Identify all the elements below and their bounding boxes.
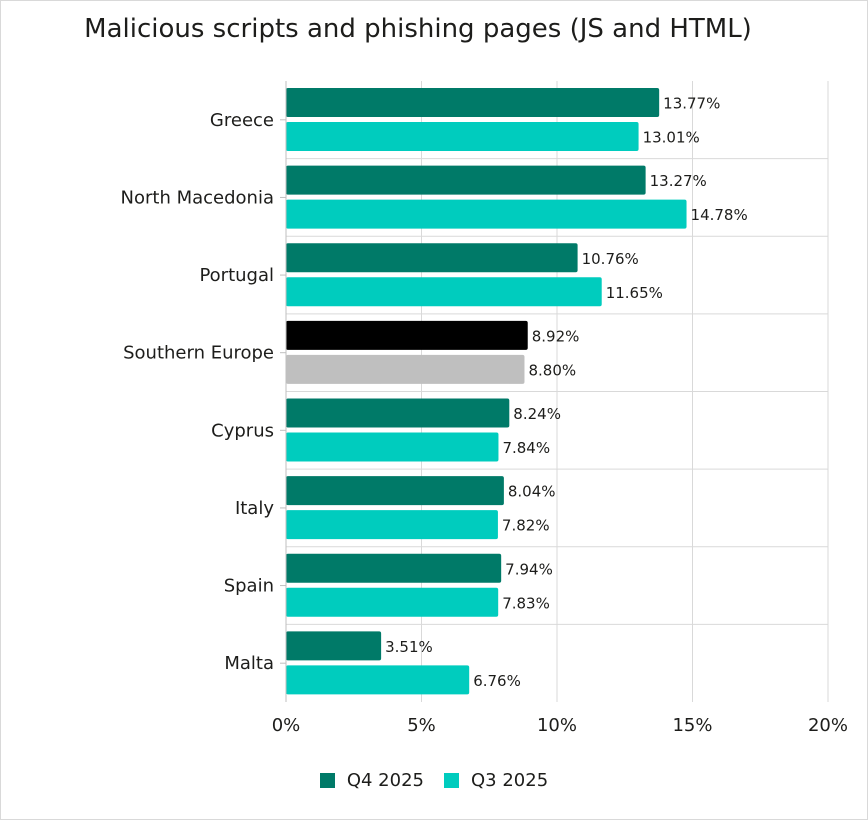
bar-q3 — [286, 587, 499, 617]
data-label: 7.83% — [502, 594, 550, 612]
bar-q3 — [286, 277, 602, 307]
bar-q3 — [286, 354, 525, 384]
category-label: North Macedonia — [121, 187, 274, 208]
category-label: Portugal — [199, 265, 274, 286]
category-label: Spain — [224, 576, 274, 597]
legend-swatch-q3 — [444, 773, 459, 788]
bar-q4 — [286, 320, 528, 350]
data-label: 13.01% — [643, 129, 700, 147]
bar-q4 — [286, 631, 382, 661]
data-label: 8.24% — [513, 405, 561, 423]
bar-q4 — [286, 553, 502, 583]
x-tick-label: 15% — [672, 715, 712, 736]
data-label: 14.78% — [691, 206, 748, 224]
data-label: 11.65% — [606, 284, 663, 302]
data-label: 8.80% — [528, 361, 576, 379]
data-label: 6.76% — [473, 672, 521, 690]
bar-q3 — [286, 510, 498, 540]
bar-q4 — [286, 243, 578, 273]
category-label: Southern Europe — [123, 343, 274, 364]
legend: Q4 2025 Q3 2025 — [0, 770, 868, 791]
x-tick-label: 10% — [537, 715, 577, 736]
data-label: 7.84% — [502, 439, 550, 457]
category-label: Cyprus — [211, 420, 274, 441]
bar-q4 — [286, 398, 510, 428]
data-label: 8.04% — [508, 483, 556, 501]
legend-label-q4: Q4 2025 — [346, 770, 424, 791]
bar-q3 — [286, 665, 470, 695]
data-label: 13.77% — [663, 95, 720, 113]
data-label: 13.27% — [650, 172, 707, 190]
data-label: 3.51% — [385, 638, 433, 656]
bar-q3 — [286, 122, 639, 151]
chart-title: Malicious scripts and phishing pages (JS… — [84, 14, 752, 44]
legend-item-q3[interactable]: Q3 2025 — [444, 770, 548, 791]
category-label: Italy — [235, 498, 274, 519]
legend-item-q4[interactable]: Q4 2025 — [319, 770, 424, 791]
data-label: 7.82% — [502, 517, 550, 535]
legend-label-q3: Q3 2025 — [471, 770, 549, 791]
bar-q4 — [286, 165, 646, 195]
data-label: 10.76% — [582, 250, 639, 268]
legend-swatch-q4 — [319, 773, 335, 788]
x-tick-label: 20% — [808, 715, 848, 736]
bar-q3 — [286, 199, 687, 229]
x-tick-label: 5% — [407, 715, 436, 736]
bar-q3 — [286, 432, 499, 462]
bar-q4 — [286, 88, 660, 117]
x-tick-label: 0% — [272, 715, 301, 736]
data-label: 8.92% — [532, 327, 580, 345]
bar-q4 — [286, 476, 504, 506]
category-label: Malta — [224, 653, 274, 674]
data-label: 7.94% — [505, 560, 553, 578]
category-label: Greece — [210, 110, 274, 131]
